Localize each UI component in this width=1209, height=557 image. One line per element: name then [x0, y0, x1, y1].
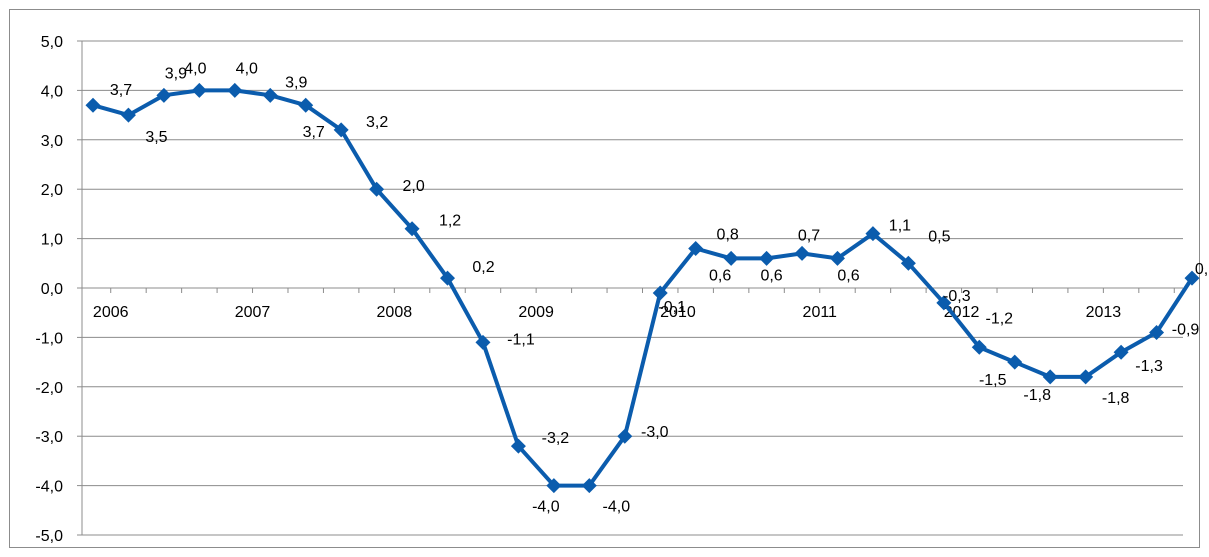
chart-area	[9, 9, 1200, 548]
data-point-marker	[546, 478, 562, 494]
gridlines	[77, 40, 1183, 536]
data-point-marker	[333, 122, 349, 138]
data-point-marker	[1078, 369, 1094, 385]
data-label: 3,7	[303, 124, 325, 141]
data-point-marker	[1113, 344, 1129, 360]
y-tick-label: -4,0	[35, 479, 63, 496]
data-label: -0,3	[943, 288, 971, 305]
data-point-marker	[652, 285, 668, 301]
data-point-marker	[617, 428, 633, 444]
data-label: 4,0	[236, 60, 258, 77]
data-label: -3,2	[542, 430, 570, 447]
data-label: 3,2	[366, 114, 388, 131]
data-label: 2,0	[402, 178, 424, 195]
data-point-marker	[440, 270, 456, 286]
y-tick-label: 5,0	[41, 34, 63, 51]
y-tick-label: 3,0	[41, 133, 63, 150]
data-point-marker	[262, 87, 278, 103]
x-tick-label: 2009	[518, 304, 554, 321]
data-label: 4,0	[184, 60, 206, 77]
data-label: -4,0	[603, 499, 631, 516]
data-label: -3,0	[641, 424, 669, 441]
data-point-marker	[120, 107, 136, 123]
data-point-marker	[688, 240, 704, 256]
data-label: 0,6	[709, 267, 731, 284]
data-point-marker	[936, 295, 952, 311]
data-label: 1,1	[889, 218, 911, 235]
data-point-marker	[794, 245, 810, 261]
data-point-marker	[865, 226, 881, 242]
data-label: 0,2	[472, 259, 494, 276]
data-point-marker	[1149, 324, 1165, 340]
data-point-marker	[369, 181, 385, 197]
data-label: 0,2	[1195, 261, 1209, 278]
data-label: -1,3	[1135, 358, 1163, 375]
data-point-marker	[404, 221, 420, 237]
data-label: -4,0	[532, 499, 560, 516]
x-tick-label: 2008	[377, 304, 413, 321]
y-tick-label: -3,0	[35, 429, 63, 446]
data-point-marker	[971, 339, 987, 355]
y-axis-tick-labels: -5,0 -4,0 -3,0 -2,0 -1,0 0,0 1,0 2,0 3,0 4,0 5,0	[35, 34, 63, 545]
data-label: 1,2	[439, 213, 461, 230]
x-tick-label: 2010	[660, 304, 696, 321]
data-label: -1,1	[507, 331, 535, 348]
data-point-marker	[1184, 270, 1200, 286]
y-tick-label: 2,0	[41, 182, 63, 199]
data-label: -1,8	[1102, 390, 1130, 407]
data-label: 0,7	[798, 227, 820, 244]
data-point-marker	[191, 82, 207, 98]
x-tick-label: 2007	[235, 304, 271, 321]
data-point-marker	[298, 97, 314, 113]
data-label: 0,5	[928, 228, 950, 245]
data-label: 0,8	[717, 226, 739, 243]
y-tick-label: -5,0	[35, 528, 63, 545]
y-tick-label: -2,0	[35, 380, 63, 397]
x-tick-label: 2013	[1086, 304, 1122, 321]
data-point-marker	[227, 82, 243, 98]
data-label: -1,2	[986, 310, 1014, 327]
data-point-marker	[510, 438, 526, 454]
data-point-marker	[900, 255, 916, 271]
data-point-marker	[85, 97, 101, 113]
data-point-marker	[1007, 354, 1023, 370]
y-tick-label: -1,0	[35, 330, 63, 347]
data-point-marker	[723, 250, 739, 266]
data-label: 3,9	[285, 74, 307, 91]
data-label: 0,6	[837, 267, 859, 284]
data-label: -1,5	[979, 372, 1007, 389]
data-label: 0,6	[760, 267, 782, 284]
data-point-marker	[1042, 369, 1058, 385]
data-point-marker	[156, 87, 172, 103]
data-point-marker	[475, 334, 491, 350]
data-point-marker	[829, 250, 845, 266]
series-markers	[85, 82, 1200, 494]
y-tick-label: 4,0	[41, 83, 63, 100]
data-label: 3,9	[165, 65, 187, 82]
series-line	[92, 88, 1194, 488]
x-axis-tick-labels: 2006 2007 2008 2009 2010 2011 2012 2013	[93, 304, 1121, 321]
x-tick-label: 2011	[803, 304, 838, 321]
data-label: -0,9	[1172, 321, 1200, 338]
y-tick-label: 1,0	[41, 232, 63, 249]
data-label: -1,8	[1023, 387, 1051, 404]
data-point-marker	[581, 478, 597, 494]
data-label: 3,5	[145, 129, 167, 146]
data-label: -0,1	[658, 299, 686, 316]
data-labels: 3,73,53,94,0 4,03,93,73,22,01,20,2-1,1-3,…	[110, 60, 1209, 515]
series-line-path	[92, 88, 1194, 488]
x-axis	[81, 41, 1183, 535]
y-tick-label: 0,0	[41, 281, 63, 298]
data-label: 3,7	[110, 82, 132, 99]
data-point-marker	[759, 250, 775, 266]
x-tick-label: 2006	[93, 304, 129, 321]
